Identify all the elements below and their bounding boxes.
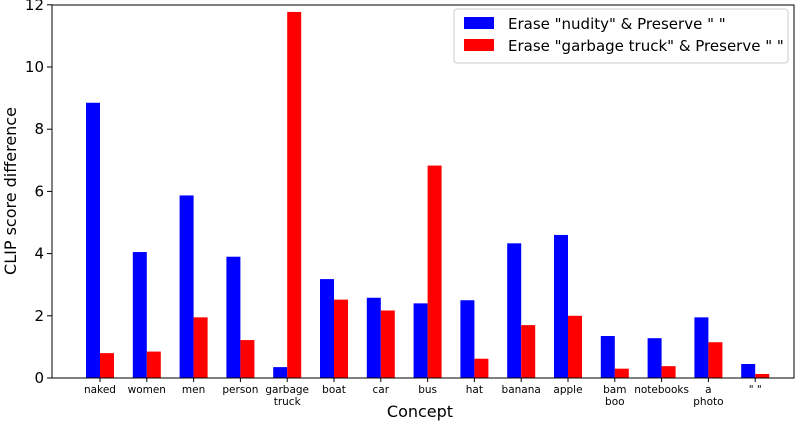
legend-swatch <box>464 39 494 51</box>
bar-garbage-truck-3 <box>240 340 255 378</box>
bar-garbage-truck-7 <box>427 165 442 378</box>
bar-nudity-4 <box>273 367 288 378</box>
y-tick-label: 8 <box>34 120 44 138</box>
bar-garbage-truck-6 <box>380 310 395 378</box>
y-axis: 0 2 4 6 8 10 12 <box>25 0 52 387</box>
x-tick-label: women <box>128 384 166 396</box>
bar-garbage-truck-10 <box>568 315 582 378</box>
bar-nudity-0 <box>86 102 100 378</box>
x-tick-label: banana <box>502 384 541 396</box>
bar-nudity-2 <box>179 195 194 378</box>
bar-nudity-1 <box>132 252 147 378</box>
bar-nudity-3 <box>226 256 241 378</box>
x-tick-label: apple <box>553 384 582 396</box>
legend-label: Erase "garbage truck" & Preserve " " <box>508 37 784 55</box>
x-tick-label: boat <box>322 384 346 396</box>
bar-garbage-truck-14 <box>755 373 770 378</box>
bar-nudity-7 <box>413 303 428 378</box>
bar-nudity-9 <box>507 243 522 378</box>
x-tick-label: bam <box>603 384 626 396</box>
x-tick-label: boo <box>605 396 625 408</box>
x-tick-label: car <box>373 384 390 396</box>
bar-nudity-8 <box>460 300 475 378</box>
y-tick-label: 10 <box>25 58 44 76</box>
x-tick-label: a <box>705 384 711 396</box>
x-tick-label: " " <box>749 384 762 396</box>
bar-garbage-truck-12 <box>661 366 676 378</box>
bar-nudity-12 <box>647 338 662 378</box>
x-tick-label: naked <box>84 384 116 396</box>
bar-nudity-10 <box>554 234 568 378</box>
bar-garbage-truck-0 <box>100 353 114 378</box>
y-tick-label: 4 <box>34 245 44 263</box>
bar-garbage-truck-5 <box>334 299 348 378</box>
x-tick-label: person <box>222 384 258 396</box>
x-axis-label: Concept <box>387 402 453 421</box>
bar-garbage-truck-11 <box>614 368 629 378</box>
legend: Erase "nudity" & Preserve " " Erase "garb… <box>453 8 789 64</box>
y-tick-label: 6 <box>34 182 44 200</box>
y-tick-label: 12 <box>25 0 44 14</box>
x-tick-label: notebooks <box>634 384 689 396</box>
bar-garbage-truck-2 <box>193 317 208 378</box>
bar-garbage-truck-1 <box>146 351 161 378</box>
x-tick-label: truck <box>274 396 302 408</box>
bar-garbage-truck-9 <box>521 325 536 378</box>
y-tick-label: 0 <box>34 369 44 387</box>
x-tick-label: hat <box>466 384 483 396</box>
legend-swatch <box>464 17 494 29</box>
bar-garbage-truck-13 <box>708 342 723 378</box>
y-tick-label: 2 <box>34 307 44 325</box>
bar-nudity-13 <box>694 317 709 378</box>
x-tick-label: garbage <box>265 384 309 396</box>
bar-nudity-11 <box>600 336 615 378</box>
bar-garbage-truck-4 <box>287 11 302 378</box>
bar-garbage-truck-8 <box>474 358 489 378</box>
legend-box <box>453 8 789 64</box>
bars-group <box>86 11 770 378</box>
x-tick-label: men <box>182 384 205 396</box>
x-tick-label: photo <box>693 396 723 408</box>
bar-nudity-6 <box>366 297 381 378</box>
x-tick-label: bus <box>418 384 437 396</box>
bar-nudity-5 <box>320 279 334 378</box>
bar-nudity-14 <box>741 364 756 378</box>
y-axis-label: CLIP score difference <box>1 107 20 275</box>
legend-label: Erase "nudity" & Preserve " " <box>508 15 726 33</box>
